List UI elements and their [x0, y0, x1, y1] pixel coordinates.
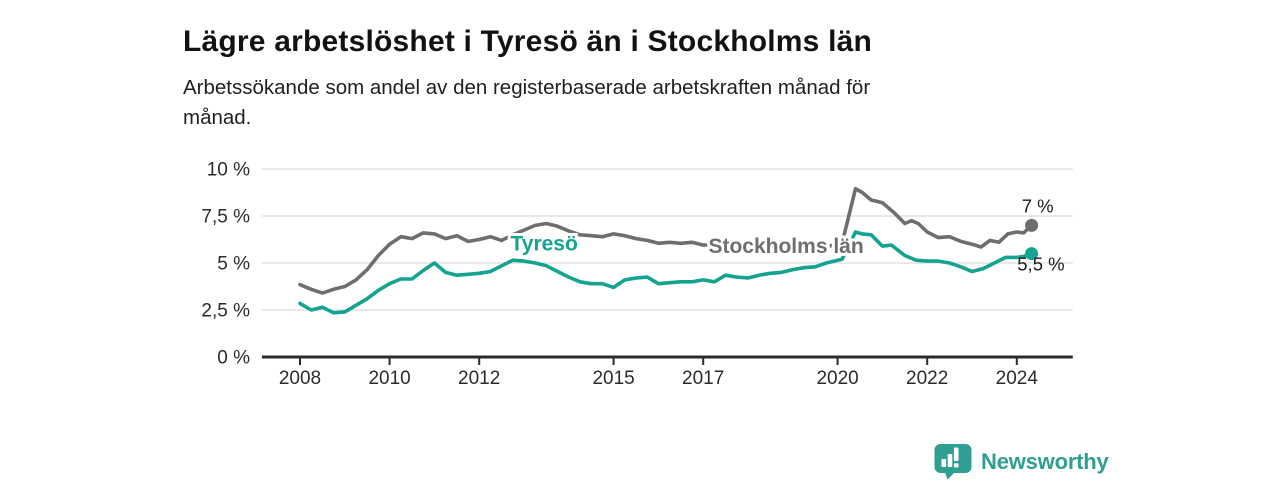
series-end-value-label: 5,5 %	[1017, 254, 1064, 275]
x-axis-tick-label: 2012	[458, 368, 500, 389]
newsworthy-branding: Newsworthy	[933, 443, 1109, 481]
x-axis-tick-label: 2008	[279, 368, 321, 389]
series-end-dot	[1025, 247, 1039, 261]
series-end-value-label: 7 %	[1022, 195, 1054, 216]
x-axis-tick-label: 2017	[682, 368, 724, 389]
series-line-stockholms-lan	[298, 186, 1034, 295]
bar-chart-badge-icon	[934, 444, 972, 480]
chart-subtitle: Arbetssökande som andel av den registerb…	[183, 73, 1083, 133]
y-axis-tick-label: 7,5 %	[201, 207, 250, 228]
x-axis-tick-label: 2010	[368, 368, 410, 389]
subtitle-line-2: månad.	[183, 106, 252, 129]
x-axis-tick-label: 2024	[996, 368, 1039, 389]
y-axis-tick-label: 10 %	[207, 160, 250, 181]
newsworthy-wordmark: Newsworthy	[981, 449, 1109, 474]
y-axis-tick-label: 5 %	[217, 254, 250, 275]
x-axis-tick-label: 2020	[816, 368, 858, 389]
x-axis-tick-label: 2015	[592, 368, 634, 389]
y-axis-tick-label: 2,5 %	[201, 301, 250, 322]
x-axis-tick-label: 2022	[906, 368, 948, 389]
series-end-dot	[1025, 218, 1039, 232]
page-title: Lägre arbetslöshet i Tyresö än i Stockho…	[183, 25, 873, 59]
y-axis-tick-label: 0 %	[217, 348, 250, 369]
series-line-tyreso	[298, 230, 1034, 315]
series-label-stockholms-lan: Stockholms län	[708, 235, 863, 258]
series-label-tyreso: Tyresö	[511, 232, 578, 255]
subtitle-line-1: Arbetssökande som andel av den registerb…	[183, 76, 871, 99]
